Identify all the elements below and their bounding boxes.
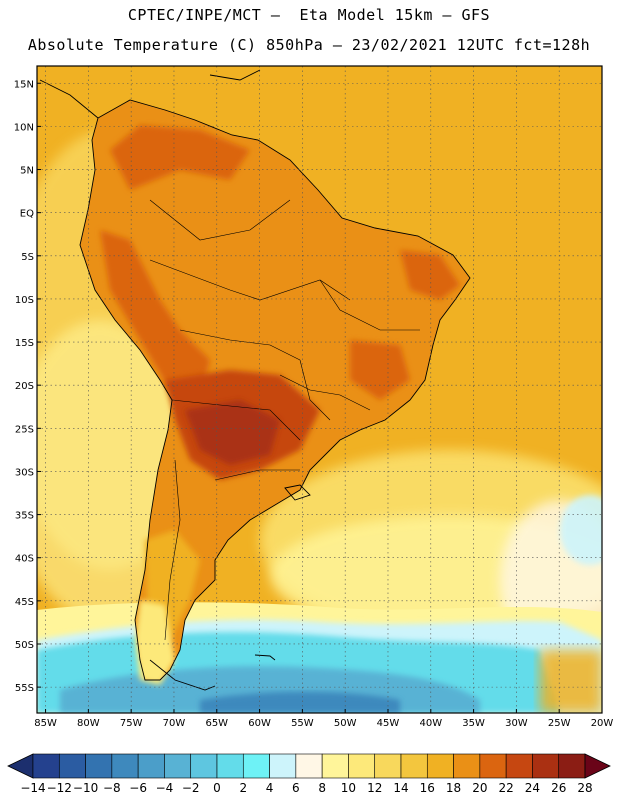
colorbar-level-label: −2	[182, 781, 200, 795]
lat-tick-label: 10N	[14, 122, 34, 133]
lon-tick-label: 45W	[377, 718, 400, 729]
lon-tick-label: 80W	[77, 718, 100, 729]
south-east-warm-patch	[540, 650, 602, 713]
lon-tick-label: 25W	[548, 718, 571, 729]
colorbar-swatch	[58, 753, 86, 779]
colorbar-swatch	[400, 753, 428, 779]
lat-tick-label: 10S	[15, 295, 34, 306]
colorbar-level-label: 24	[525, 781, 540, 795]
colorbar-swatch	[32, 753, 60, 779]
colorbar-level-label: −14	[20, 781, 45, 795]
map-field	[37, 66, 602, 713]
atlantic-cold-cell	[560, 495, 602, 565]
colorbar-level-label: −4	[156, 781, 174, 795]
northeast-brazil-hot-zone	[400, 250, 460, 300]
lat-tick-label: 50S	[15, 640, 34, 651]
colorbar-swatch	[111, 753, 139, 779]
lon-tick-label: 55W	[291, 718, 314, 729]
colorbar-level-label: 8	[318, 781, 326, 795]
colorbar-level-label: 0	[213, 781, 221, 795]
colorbar-swatch	[164, 753, 192, 779]
colorbar-swatch	[479, 753, 507, 779]
lat-tick-label: 5S	[21, 252, 34, 263]
longitude-axis: 85W 80W 75W 70W 65W 60W 55W 50W 45W 40W 35W 30W 25W 2…	[34, 709, 613, 729]
colorbar-level-label: 18	[446, 781, 461, 795]
colorbar-level-label: 26	[551, 781, 566, 795]
colorbar-level-label: −10	[73, 781, 98, 795]
colorbar-swatch	[348, 753, 376, 779]
colorbar-level-label: 4	[266, 781, 274, 795]
lon-tick-label: 20W	[591, 718, 614, 729]
colorbar-swatch	[269, 753, 297, 779]
colorbar-swatch	[295, 753, 323, 779]
lat-tick-label: 5N	[20, 166, 34, 177]
colorbar-level-label: −6	[129, 781, 147, 795]
lon-tick-label: 65W	[205, 718, 228, 729]
title-line-1: CPTEC/INPE/MCT – Eta Model 15km – GFS	[127, 6, 491, 24]
colorbar-swatch	[532, 753, 560, 779]
colorbar-level-label: 20	[472, 781, 487, 795]
colorbar-swatch	[321, 753, 349, 779]
south-patagonia-cool-zone	[135, 600, 175, 685]
colorbar-level-label: 12	[367, 781, 382, 795]
lat-tick-label: 30S	[15, 467, 34, 478]
lon-tick-label: 50W	[334, 718, 357, 729]
colorbar: −14 −12 −10 −8 −6 −4 −2 0 2 4 6 8 10 12 14 16 18 20 22 24 26…	[7, 753, 611, 795]
colorbar-swatch	[374, 753, 402, 779]
colorbar-under-arrow	[7, 753, 34, 779]
coastlines	[39, 69, 471, 691]
lat-tick-label: 55S	[15, 683, 34, 694]
colorbar-swatch	[242, 753, 270, 779]
colorbar-swatch	[558, 753, 586, 779]
lon-tick-label: 35W	[462, 718, 485, 729]
lat-tick-label: 35S	[15, 511, 34, 522]
colorbar-level-label: 2	[239, 781, 247, 795]
colorbar-level-label: 6	[292, 781, 300, 795]
colorbar-level-label: 28	[577, 781, 592, 795]
lat-tick-label: 40S	[15, 554, 34, 565]
colorbar-level-label: 16	[420, 781, 435, 795]
colorbar-swatch	[137, 753, 165, 779]
colorbar-swatch	[426, 753, 454, 779]
colorbar-over-arrow	[584, 753, 611, 779]
lon-tick-label: 40W	[419, 718, 442, 729]
lat-tick-label: 15N	[14, 79, 34, 90]
colorbar-swatch	[190, 753, 218, 779]
south-deep-cold-core	[200, 691, 400, 713]
lat-tick-label: 15S	[15, 338, 34, 349]
country-borders	[149, 199, 420, 641]
map-frame	[36, 65, 603, 714]
lon-tick-label: 75W	[120, 718, 143, 729]
southeast-brazil-hot-zone	[350, 340, 410, 400]
title-line-2: Absolute Temperature (C) 850hPa – 23/02/…	[27, 36, 591, 54]
lon-tick-label: 70W	[163, 718, 186, 729]
west-andes-hot-zone	[100, 230, 210, 400]
lat-tick-label: 20S	[15, 381, 34, 392]
lat-tick-label: 25S	[15, 424, 34, 435]
lon-tick-label: 85W	[34, 718, 57, 729]
colorbar-level-label: −12	[47, 781, 72, 795]
lat-tick-label: 45S	[15, 597, 34, 608]
colorbar-swatch	[505, 753, 533, 779]
lon-tick-label: 30W	[505, 718, 528, 729]
latitude-axis: 15N 10N 5N EQ 5S 10S 15S 20S 25S 30S 35S 40S 45S 50S 5…	[14, 79, 41, 694]
colorbar-level-label: 10	[341, 781, 356, 795]
lon-tick-label: 60W	[248, 718, 271, 729]
chaco-hottest-core	[185, 400, 280, 465]
colorbar-level-label: 22	[499, 781, 514, 795]
colorbar-swatch	[216, 753, 244, 779]
colorbar-swatch	[85, 753, 113, 779]
colorbar-level-label: 14	[393, 781, 408, 795]
colorbar-swatch	[453, 753, 481, 779]
lat-tick-label: EQ	[20, 209, 34, 220]
colorbar-level-label: −8	[103, 781, 121, 795]
north-andes-hot-zone	[110, 125, 250, 190]
